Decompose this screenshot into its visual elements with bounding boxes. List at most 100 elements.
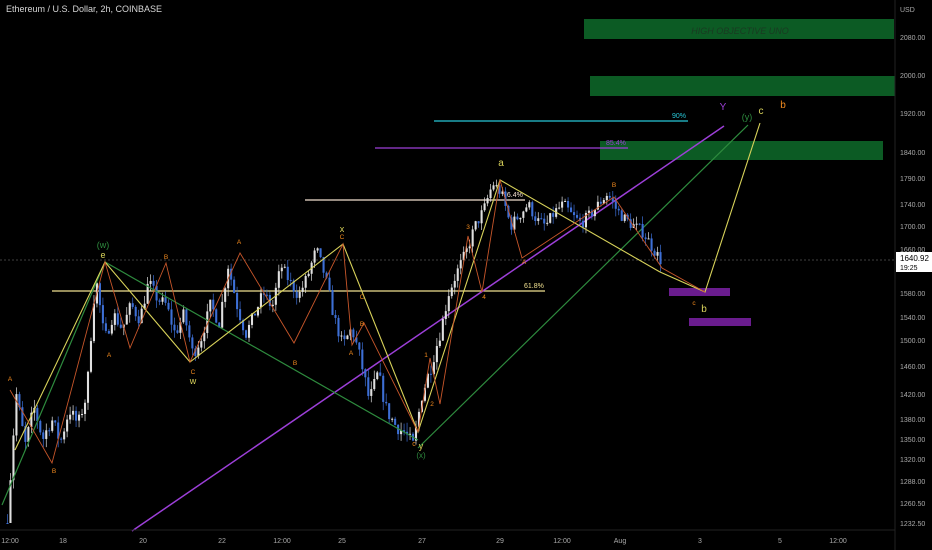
- candle-body: [510, 217, 513, 230]
- candle-body: [188, 325, 191, 338]
- candle-body: [540, 218, 543, 220]
- candle-body: [435, 346, 438, 363]
- candle-body: [438, 340, 441, 347]
- candle-body: [564, 200, 567, 202]
- price-tick-label: 1700.00: [900, 224, 925, 231]
- level-854-label: 85.4%: [606, 140, 626, 147]
- candle-body: [355, 337, 358, 343]
- candle-body: [397, 424, 400, 435]
- candle-body: [489, 189, 492, 199]
- candle-body: [617, 208, 620, 211]
- candle-body: [250, 313, 254, 325]
- candle-body: [89, 341, 93, 372]
- candle-body: [498, 185, 501, 194]
- candle-body: [313, 250, 316, 263]
- candle-body: [51, 420, 54, 431]
- time-tick-label: 12:00: [553, 538, 571, 545]
- candle-body: [6, 523, 9, 524]
- candle-body: [170, 309, 173, 325]
- price-tick-label: 1420.00: [900, 392, 925, 399]
- candle-body: [432, 362, 435, 375]
- candle-body: [558, 207, 561, 209]
- candle-body: [528, 202, 531, 208]
- candle-body: [495, 185, 498, 187]
- support-zone-2: [689, 318, 751, 326]
- candle-body: [546, 222, 549, 224]
- candle-body: [286, 266, 289, 280]
- price-tick-label: 2000.00: [900, 73, 925, 80]
- candle-body: [620, 210, 623, 221]
- candle-body: [364, 369, 367, 378]
- candle-body: [283, 266, 286, 268]
- candle-body: [30, 412, 33, 428]
- level-90-label: 90%: [672, 113, 686, 120]
- candle-body: [39, 421, 42, 433]
- candle-body: [146, 283, 149, 304]
- candle-body: [242, 320, 245, 331]
- candle-body: [373, 378, 376, 390]
- candle-body: [567, 200, 570, 208]
- candle-body: [349, 329, 352, 336]
- candle-body: [57, 422, 60, 439]
- candle-body: [48, 430, 51, 432]
- candle-body: [596, 201, 599, 210]
- candle-body: [66, 419, 69, 432]
- time-tick-label: 25: [338, 538, 346, 545]
- candle-body: [331, 290, 334, 315]
- candle-body: [456, 268, 459, 281]
- candle-body: [21, 407, 24, 427]
- minor-label: C: [360, 294, 365, 301]
- time-tick-label: 29: [496, 538, 504, 545]
- price-axis[interactable]: [895, 0, 932, 550]
- time-tick-label: 3: [698, 538, 702, 545]
- candle-body: [215, 309, 218, 323]
- candle-body: [623, 214, 626, 221]
- candle-body: [611, 197, 614, 202]
- candle-body: [92, 303, 96, 342]
- minor-label: C: [191, 369, 196, 376]
- time-tick-label: Aug: [614, 538, 627, 545]
- candle-body: [137, 316, 140, 324]
- candle-body: [54, 420, 57, 423]
- candle-body: [179, 322, 182, 333]
- candle-body: [629, 219, 632, 228]
- candle-body: [107, 330, 110, 334]
- candle-body: [337, 317, 340, 337]
- price-tick-label: 1232.50: [900, 521, 925, 528]
- level-618-label: 61.8%: [524, 283, 544, 290]
- minor-label: 2: [430, 401, 434, 408]
- candle-body: [176, 330, 179, 333]
- candle-body: [253, 313, 257, 316]
- candle-body: [15, 394, 18, 436]
- wave-orange-recent: [417, 179, 706, 433]
- candle-body: [301, 287, 304, 292]
- label-y: y: [419, 441, 424, 451]
- candle-body: [391, 418, 394, 420]
- candle-body: [346, 335, 349, 340]
- candle-body: [543, 218, 546, 224]
- candle-body: [295, 291, 298, 298]
- minor-label: A: [237, 239, 242, 246]
- candle-body: [522, 211, 525, 218]
- price-tick-label: 1380.00: [900, 417, 925, 424]
- label-c-minor: c: [412, 441, 416, 448]
- candle-body: [83, 402, 87, 414]
- candle-body: [224, 288, 227, 302]
- target-zone-label: HIGH OBJECTIVE UNO: [691, 26, 789, 36]
- price-tick-label: 1660.00: [900, 247, 925, 254]
- candle-body: [584, 212, 588, 228]
- candle-body: [125, 314, 128, 325]
- candle-body: [477, 221, 480, 224]
- candle-body: [492, 185, 495, 190]
- candle-body: [480, 210, 483, 224]
- candle-body: [9, 480, 12, 523]
- candle-body: [239, 309, 242, 321]
- candle-body: [236, 292, 239, 310]
- candle-body: [155, 285, 158, 301]
- candle-body: [376, 372, 379, 379]
- price-tick-label: 2080.00: [900, 35, 925, 42]
- candle-body: [534, 216, 537, 221]
- candle-body: [501, 191, 504, 194]
- minor-label: B: [52, 468, 56, 475]
